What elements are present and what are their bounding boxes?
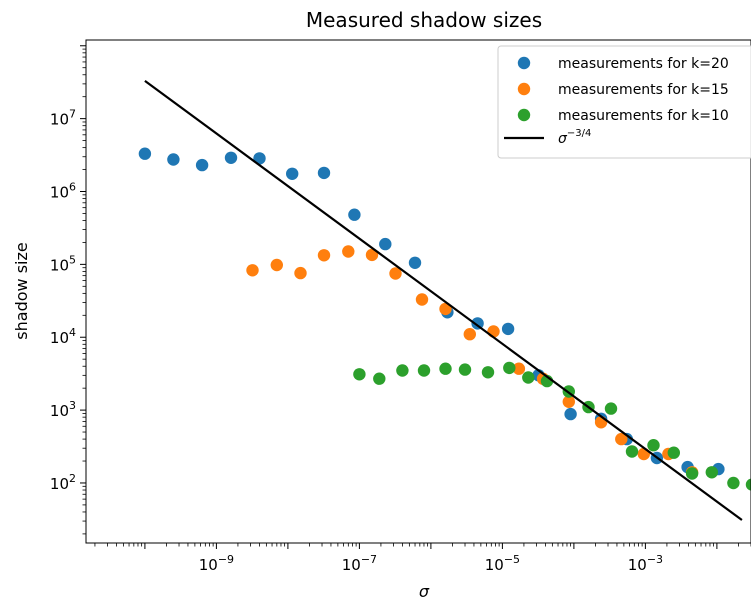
y-tick-label: 104 xyxy=(50,326,76,347)
data-point xyxy=(396,364,409,377)
y-tick-label: 103 xyxy=(50,399,76,420)
y-tick-label: 105 xyxy=(50,253,76,274)
y-tick-label: 107 xyxy=(50,108,76,129)
data-point xyxy=(501,322,515,336)
data-point xyxy=(317,249,331,262)
legend-entry: σ−3/4 xyxy=(504,128,591,147)
data-point xyxy=(685,467,699,480)
data-point xyxy=(647,439,660,452)
y-tick-label: 102 xyxy=(50,472,76,493)
data-point xyxy=(594,416,608,429)
data-point xyxy=(564,407,577,421)
data-point xyxy=(417,364,431,377)
data-point xyxy=(487,325,500,338)
y-axis: 102 103 104 105 106 107 xyxy=(50,45,86,535)
series-1 xyxy=(138,147,725,476)
data-point xyxy=(138,147,152,160)
data-point xyxy=(481,366,495,379)
data-point xyxy=(439,362,452,375)
y-axis-label: shadow size xyxy=(12,242,31,339)
data-point xyxy=(625,445,639,458)
x-axis: 10−9 10−7 10−5 10−3 xyxy=(94,543,751,574)
series-2 xyxy=(246,245,699,479)
data-point xyxy=(246,264,259,277)
fit-line xyxy=(144,79,743,521)
data-point xyxy=(317,166,331,180)
legend-box xyxy=(497,45,751,159)
legend-marker xyxy=(517,82,531,96)
legend-label: σ−3/4 xyxy=(558,128,591,147)
data-point xyxy=(286,167,299,180)
data-point xyxy=(294,266,307,280)
data-point xyxy=(745,478,751,491)
data-point xyxy=(389,267,402,280)
legend: measurements for k=20 measurements for k=… xyxy=(497,45,751,159)
data-point xyxy=(253,152,266,165)
data-point xyxy=(365,248,379,262)
legend-marker xyxy=(517,108,531,122)
data-point xyxy=(439,302,452,316)
data-point xyxy=(224,151,238,164)
x-axis-label: σ xyxy=(419,582,430,600)
x-tick-label: 10−3 xyxy=(628,553,663,574)
data-point xyxy=(562,395,575,408)
plot-frame xyxy=(85,39,751,544)
data-point xyxy=(348,208,361,221)
data-point xyxy=(604,402,618,415)
data-point xyxy=(270,258,283,272)
data-point xyxy=(522,371,535,384)
x-tick-label: 10−9 xyxy=(199,553,234,574)
data-point xyxy=(408,256,422,269)
data-point xyxy=(512,362,526,375)
data-point xyxy=(615,432,628,446)
legend-label: measurements for k=20 xyxy=(558,56,729,72)
legend-entry: measurements for k=20 xyxy=(517,56,729,72)
legend-label: measurements for k=10 xyxy=(558,108,729,124)
data-point xyxy=(379,237,392,251)
data-point xyxy=(458,363,472,376)
x-tick-label: 10−7 xyxy=(342,553,377,574)
legend-label: measurements for k=15 xyxy=(558,82,729,98)
data-point xyxy=(373,372,386,385)
y-tick-label: 106 xyxy=(50,181,76,202)
data-point xyxy=(353,368,366,381)
data-point xyxy=(667,446,680,459)
data-point xyxy=(167,153,180,166)
data-point xyxy=(503,361,516,375)
legend-entry: measurements for k=10 xyxy=(517,108,729,124)
data-point xyxy=(415,293,429,306)
data-point xyxy=(637,447,650,461)
data-point xyxy=(342,245,355,258)
x-tick-label: 10−5 xyxy=(485,553,520,574)
legend-marker xyxy=(517,56,531,70)
legend-entry: measurements for k=15 xyxy=(517,82,729,98)
data-point xyxy=(463,328,476,341)
chart-title: Measured shadow sizes xyxy=(306,8,542,32)
data-point xyxy=(727,476,740,490)
data-point xyxy=(705,466,718,479)
plot-area xyxy=(138,79,751,521)
data-point xyxy=(195,158,209,172)
